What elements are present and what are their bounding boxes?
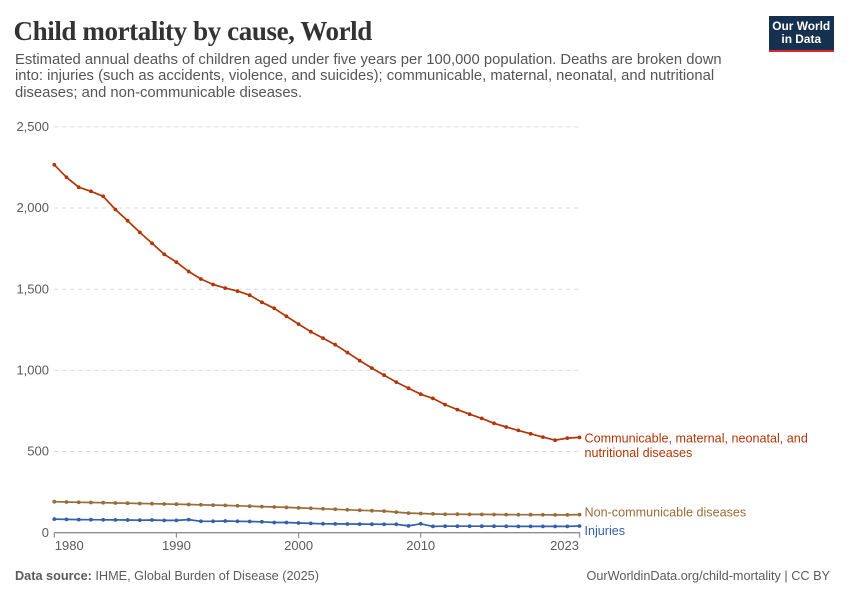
svg-text:Communicable, maternal, neonat: Communicable, maternal, neonatal, and xyxy=(585,432,808,446)
svg-text:1980: 1980 xyxy=(55,538,84,553)
svg-text:2010: 2010 xyxy=(406,538,435,553)
svg-text:500: 500 xyxy=(27,444,49,459)
svg-text:0: 0 xyxy=(42,525,49,540)
svg-text:Injuries: Injuries xyxy=(585,524,626,538)
svg-text:Non-communicable diseases: Non-communicable diseases xyxy=(585,506,747,520)
svg-text:1990: 1990 xyxy=(162,538,191,553)
svg-text:2,500: 2,500 xyxy=(16,119,49,134)
svg-text:2000: 2000 xyxy=(284,538,313,553)
svg-text:2,000: 2,000 xyxy=(16,200,49,215)
svg-text:2023: 2023 xyxy=(550,538,579,553)
svg-text:1,000: 1,000 xyxy=(16,363,49,378)
svg-text:1,500: 1,500 xyxy=(16,281,49,296)
svg-text:nutritional diseases: nutritional diseases xyxy=(585,446,693,460)
